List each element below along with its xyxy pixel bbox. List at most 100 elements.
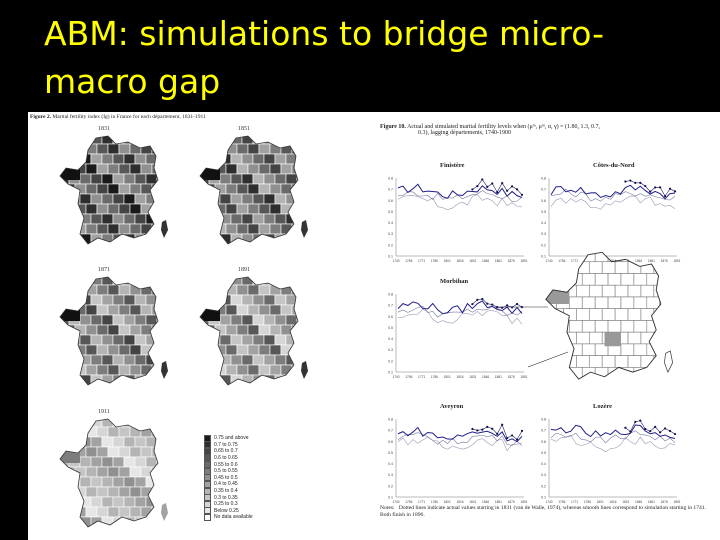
legend-swatch xyxy=(204,500,211,508)
x-tick-label: 1861 xyxy=(495,259,502,263)
x-tick-label: 1846 xyxy=(635,259,642,263)
actual-value-point xyxy=(510,434,514,437)
actual-value-point xyxy=(634,181,637,184)
legend-swatch xyxy=(204,487,211,495)
actual-value-point xyxy=(624,426,627,429)
actual-value-point xyxy=(510,185,514,188)
y-tick-label: 0.8 xyxy=(541,418,546,422)
x-tick-label: 1876 xyxy=(508,375,515,379)
x-tick-label: 1891 xyxy=(520,375,527,379)
y-tick-label: 0.3 xyxy=(388,348,393,352)
x-tick-label: 1861 xyxy=(648,259,655,263)
series-line xyxy=(550,424,676,439)
legend-label: 0.65 to 0.7 xyxy=(214,448,238,455)
series-line xyxy=(397,190,523,203)
legend-swatch xyxy=(204,454,211,462)
x-tick-label: 1846 xyxy=(635,500,642,504)
actual-value-point xyxy=(654,425,657,428)
y-tick-label: 0.8 xyxy=(541,177,546,181)
actual-value-point xyxy=(639,181,642,184)
legend-item: Below 0.25 xyxy=(204,507,253,515)
slide-content: Figure 2. Marital fertility index (Ig) i… xyxy=(28,112,720,540)
actual-value-point xyxy=(673,432,677,436)
actual-value-point xyxy=(486,425,489,428)
legend-item: 0.4 to 0.45 xyxy=(204,480,253,488)
legend-item: No data available xyxy=(204,513,253,521)
figure-10-caption: Figure 10. Actual and simulated marital … xyxy=(380,124,600,136)
x-tick-label: 1891 xyxy=(673,259,680,263)
series-line xyxy=(397,194,523,211)
x-tick-label: 1876 xyxy=(508,500,515,504)
legend-swatch xyxy=(204,474,211,482)
actual-value-point xyxy=(486,302,489,305)
y-tick-label: 0.5 xyxy=(388,326,393,330)
y-tick-label: 0.7 xyxy=(541,188,546,192)
actual-value-point xyxy=(471,188,474,191)
actual-value-point xyxy=(491,182,494,185)
map-year-label: 1831 xyxy=(98,126,110,132)
actual-value-point xyxy=(668,429,672,433)
series-line xyxy=(550,434,676,453)
actual-value-point xyxy=(515,188,519,191)
actual-value-point xyxy=(481,428,484,431)
series-line xyxy=(397,432,523,447)
x-tick-label: 1756 xyxy=(405,259,412,263)
legend-label: 0.6 to 0.65 xyxy=(214,455,238,462)
actual-value-point xyxy=(663,195,667,198)
y-tick-label: 0.6 xyxy=(388,315,393,319)
x-tick-label: 1756 xyxy=(558,500,565,504)
y-tick-label: 0.2 xyxy=(541,243,546,247)
y-tick-label: 0.2 xyxy=(388,243,393,247)
y-tick-label: 0.4 xyxy=(388,221,393,225)
x-tick-label: 1831 xyxy=(469,375,476,379)
actual-value-point xyxy=(486,185,489,188)
legend-label: 0.3 to 0.35 xyxy=(214,494,238,501)
legend-label: 0.55 to 0.6 xyxy=(214,461,238,468)
x-tick-label: 1816 xyxy=(456,500,463,504)
y-tick-label: 0.4 xyxy=(388,337,393,341)
x-tick-label: 1891 xyxy=(520,259,527,263)
legend-label: 0.35 to 0.4 xyxy=(214,488,238,495)
x-tick-label: 1740 xyxy=(392,500,399,504)
actual-value-point xyxy=(496,191,499,194)
legend-item: 0.45 to 0.5 xyxy=(204,474,253,482)
x-tick-label: 1861 xyxy=(495,500,502,504)
france-map-1851 xyxy=(199,135,308,245)
y-tick-label: 0.4 xyxy=(541,462,546,466)
series-line xyxy=(397,426,523,443)
actual-value-point xyxy=(673,190,677,193)
actual-value-point xyxy=(506,189,509,192)
x-tick-label: 1771 xyxy=(571,500,578,504)
x-tick-label: 1740 xyxy=(545,259,552,263)
figure-2-caption: Figure 2. Marital fertility index (Ig) i… xyxy=(30,114,206,120)
chart-title: Morbihan xyxy=(440,278,469,285)
x-tick-label: 1801 xyxy=(444,259,451,263)
x-tick-label: 1816 xyxy=(609,500,616,504)
actual-value-point xyxy=(649,430,652,433)
legend-label: 0.5 to 0.55 xyxy=(214,468,238,475)
x-tick-label: 1771 xyxy=(418,500,425,504)
actual-value-point xyxy=(654,186,657,189)
actual-value-point xyxy=(634,420,637,423)
x-tick-label: 1816 xyxy=(609,259,616,263)
actual-value-point xyxy=(515,302,519,306)
y-tick-label: 0.2 xyxy=(388,359,393,363)
x-tick-label: 1846 xyxy=(482,375,489,379)
x-tick-label: 1861 xyxy=(648,500,655,504)
series-line xyxy=(550,188,676,202)
legend-label: Below 0.25 xyxy=(214,507,239,514)
y-tick-label: 0.7 xyxy=(388,188,393,192)
figure-notes: Notes: Dotted lines indicate actual valu… xyxy=(380,505,707,518)
map-year-label: 1911 xyxy=(98,409,110,415)
actual-value-point xyxy=(506,436,509,440)
actual-value-point xyxy=(506,304,509,307)
x-tick-label: 1876 xyxy=(661,259,668,263)
actual-value-point xyxy=(659,186,662,189)
map-year-label: 1891 xyxy=(238,267,250,273)
x-tick-label: 1846 xyxy=(482,500,489,504)
y-tick-label: 0.3 xyxy=(388,473,393,477)
y-tick-label: 0.1 xyxy=(388,371,393,375)
actual-value-point xyxy=(491,303,494,306)
